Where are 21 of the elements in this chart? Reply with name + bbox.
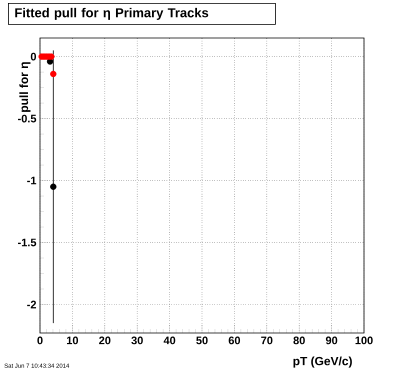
point: [50, 70, 56, 78]
x-tick-label: 70: [261, 336, 272, 344]
y-tick-label: -2: [27, 300, 36, 308]
x-tick-label: 60: [228, 336, 240, 344]
x-tick-label: 40: [164, 336, 176, 344]
x-tick-label: 20: [99, 336, 110, 344]
x-tick-label: 30: [131, 336, 143, 344]
y-tick-label: 0: [30, 52, 36, 60]
y-tick-label: -1: [27, 176, 36, 184]
y-tick-label: -0.5: [18, 114, 36, 122]
point: [50, 184, 56, 190]
x-tick-label: 90: [326, 336, 338, 344]
x-tick-label: 80: [293, 336, 305, 344]
x-tick-label: 50: [196, 336, 208, 344]
x-tick-label: 0: [37, 336, 43, 344]
x-axis-title: pT (GeV/c): [293, 356, 352, 368]
y-axis-title: pull for η: [19, 62, 30, 112]
x-tick-label: 10: [66, 336, 78, 344]
chart-title: Fitted pull for η Primary Tracks: [15, 8, 208, 20]
y-tick-label: -1.5: [18, 238, 36, 246]
x-tick-label: 100: [356, 336, 373, 344]
